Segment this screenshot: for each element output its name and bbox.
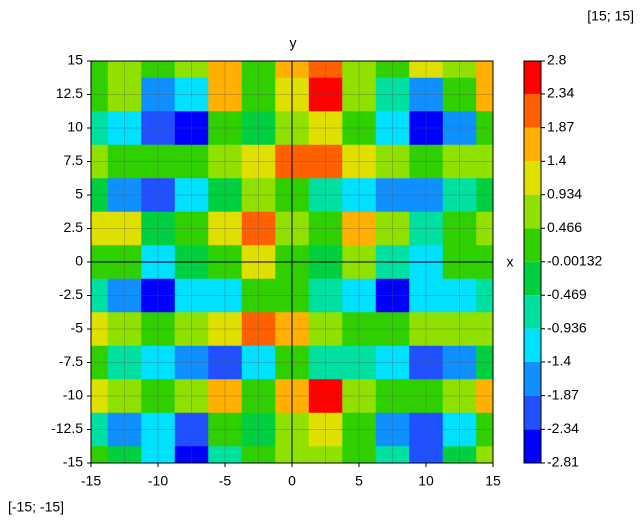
colorbar-band: [524, 93, 541, 128]
x-tick-label: 5: [355, 473, 363, 489]
y-tick-label: 7.5: [64, 152, 84, 168]
y-axis-label: y: [290, 35, 297, 51]
corner-max-label: [15; 15]: [587, 8, 634, 24]
colorbar-band: [524, 228, 541, 262]
colorbar-label: 2.34: [547, 85, 574, 101]
colorbar-label: -2.81: [547, 454, 579, 470]
colorbar-label: -0.936: [547, 319, 587, 335]
y-tick-label: -12.5: [51, 420, 83, 436]
x-tick-label: -10: [148, 473, 168, 489]
colorbar-band: [524, 429, 541, 463]
colorbar-label: 1.87: [547, 118, 574, 134]
colorbar-label: -2.34: [547, 420, 579, 436]
colorbar-label: 2.8: [547, 52, 567, 68]
x-tick-label: -15: [81, 473, 101, 489]
colorbar-label: -0.469: [547, 286, 587, 302]
colorbar-band: [524, 61, 541, 94]
y-tick-label: 15: [67, 52, 83, 68]
colorbar-label: 0.934: [547, 185, 582, 201]
y-tick-label: -7.5: [59, 353, 83, 369]
x-tick-label: 10: [418, 473, 434, 489]
contour-cell: [476, 446, 493, 463]
colorbar-band: [524, 295, 541, 329]
y-tick-label: -2.5: [59, 286, 83, 302]
contour-cell: [476, 61, 493, 79]
x-tick-label: 0: [288, 473, 296, 489]
y-tick-label: 10: [67, 119, 83, 135]
colorbar-label: -1.4: [547, 353, 571, 369]
colorbar-band: [524, 127, 541, 162]
y-tick-label: -10: [63, 387, 83, 403]
y-tick-label: 2.5: [64, 219, 84, 235]
colorbar-band: [524, 261, 541, 296]
colorbar-band: [524, 395, 541, 430]
colorbar-band: [524, 194, 541, 229]
colorbar-label: -0.00132: [547, 252, 602, 268]
colorbar-band: [524, 328, 541, 362]
colorbar-band: [524, 361, 541, 396]
y-tick-label: 12.5: [56, 85, 83, 101]
y-tick-label: -5: [71, 320, 84, 336]
corner-min-label: [-15; -15]: [8, 499, 64, 515]
colorbar-label: 0.466: [547, 219, 582, 235]
y-tick-label: 0: [75, 253, 83, 269]
y-tick-label: 5: [75, 186, 83, 202]
colorbar-label: -1.87: [547, 386, 579, 402]
x-axis-label: x: [507, 254, 514, 270]
colorbar-label: 1.4: [547, 152, 567, 168]
x-tick-label: -5: [219, 473, 232, 489]
contour-cell: [91, 446, 109, 463]
contour-cell: [91, 61, 109, 79]
colorbar-band: [524, 161, 541, 195]
y-tick-label: -15: [63, 454, 83, 470]
x-tick-label: 15: [485, 473, 501, 489]
